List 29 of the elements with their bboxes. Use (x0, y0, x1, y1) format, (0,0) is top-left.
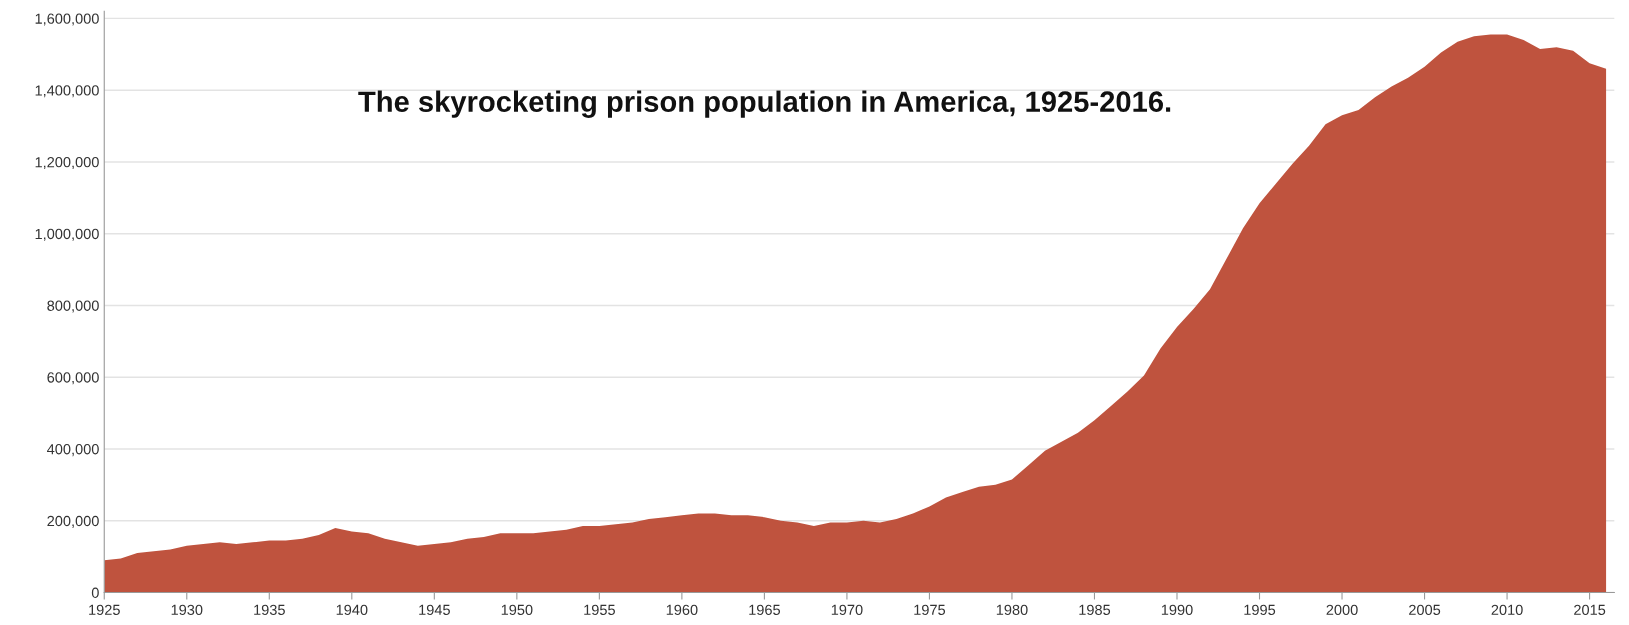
x-tick-label: 1990 (1161, 604, 1193, 616)
x-tick-label: 1985 (1079, 604, 1111, 616)
x-tick-label: 2015 (1574, 604, 1606, 616)
y-tick-label: 800,000 (47, 300, 99, 313)
x-tick-label: 1940 (336, 604, 368, 616)
x-tick-label: 1960 (666, 604, 698, 616)
x-tick-label: 1965 (749, 604, 781, 616)
x-tick-label: 1925 (89, 604, 120, 616)
x-tick-label: 1930 (171, 604, 203, 616)
y-tick-label: 200,000 (47, 515, 99, 528)
y-tick-label: 600,000 (47, 372, 99, 385)
x-tick-label: 1945 (419, 604, 450, 616)
y-tick-label: 400,000 (47, 444, 99, 457)
x-tick-label: 1955 (584, 604, 615, 616)
y-tick-label: 1,200,000 (35, 157, 99, 170)
y-tick-label: 1,000,000 (35, 228, 99, 241)
x-tick-label: 1995 (1244, 604, 1276, 616)
y-tick-label: 0 (91, 587, 99, 598)
x-tick-label: 2000 (1326, 604, 1358, 616)
x-tick-label: 1935 (254, 604, 285, 616)
x-tick-label: 1950 (501, 604, 533, 616)
y-tick-label: 1,400,000 (35, 85, 99, 98)
x-tick-label: 1970 (831, 604, 863, 616)
y-tick-label: 1,600,000 (35, 13, 99, 26)
x-tick-label: 2005 (1409, 604, 1441, 616)
x-tick-label: 1980 (996, 604, 1028, 616)
x-tick-label: 1975 (914, 604, 946, 616)
text: The skyrocketing prison population in America, 1925-2016. (358, 90, 1171, 118)
x-tick-label: 2010 (1491, 604, 1523, 616)
